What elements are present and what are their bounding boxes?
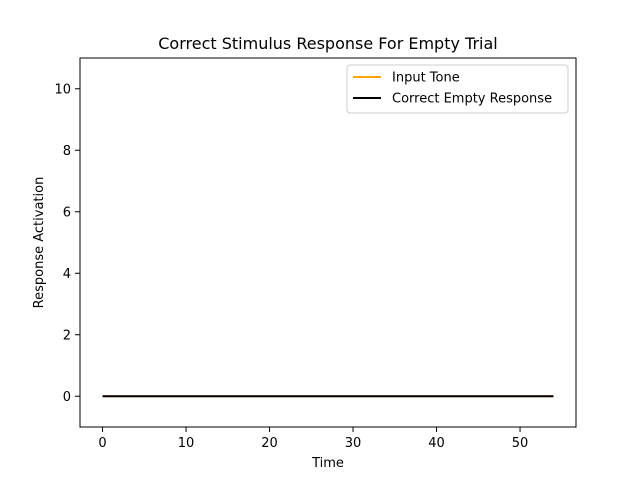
x-tick-label: 50 [512, 436, 529, 451]
y-axis-label: Response Activation [32, 177, 47, 309]
legend-box [346, 64, 569, 114]
y-tick-label: 2 [63, 328, 71, 343]
y-tick-label: 0 [63, 390, 71, 405]
y-tick-label: 10 [54, 82, 71, 97]
y-tick-label: 8 [63, 144, 71, 159]
legend-label-2: Correct Empty Response [392, 92, 552, 107]
x-tick-label: 10 [178, 436, 195, 451]
plot-frame [79, 57, 577, 428]
x-axis-label: Time [311, 456, 344, 471]
y-tick-label: 4 [63, 267, 71, 282]
x-tick-label: 20 [261, 436, 278, 451]
chart-title: Correct Stimulus Response For Empty Tria… [158, 34, 497, 53]
legend: Input Tone Correct Empty Response [346, 64, 569, 114]
x-tick-label: 40 [428, 436, 445, 451]
x-tick-label: 30 [345, 436, 362, 451]
legend-label-1: Input Tone [392, 71, 460, 86]
axes-layer: 0 10 20 30 40 50 0 2 4 6 8 10 [54, 57, 577, 451]
x-tick-label: 0 [98, 436, 106, 451]
y-tick-label: 6 [63, 205, 71, 220]
